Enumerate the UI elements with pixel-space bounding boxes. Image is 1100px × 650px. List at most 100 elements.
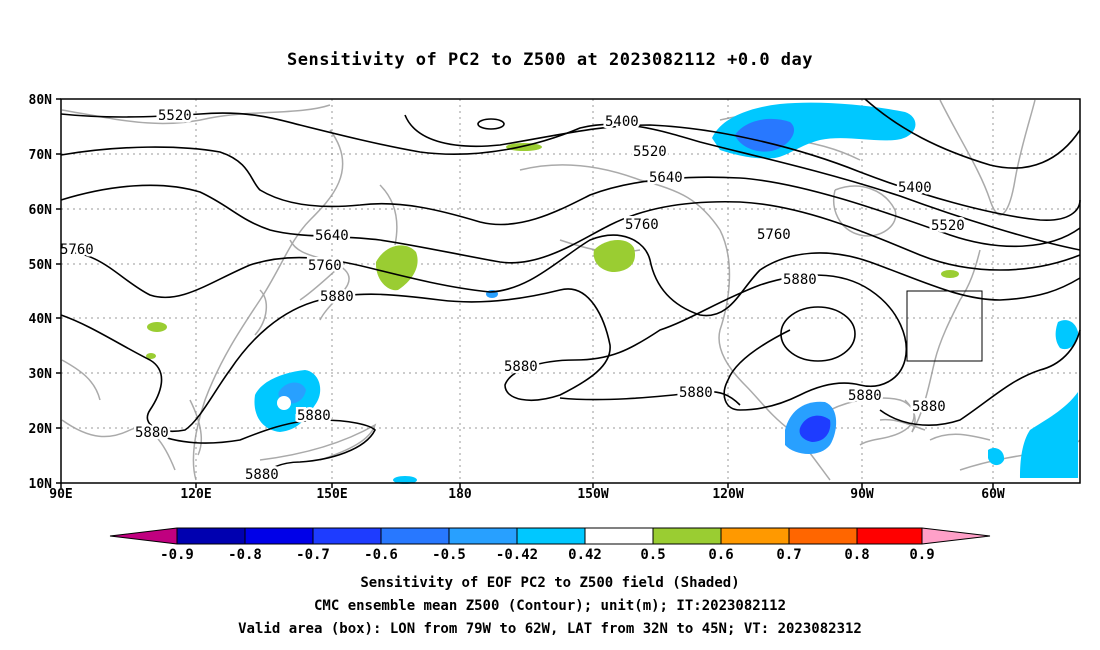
contour-label: 5880 [504,359,538,375]
contour-5880-high [780,306,856,362]
lat-label: 10N [29,477,53,492]
contour-labels: 5520 5400 5520 5640 5400 5520 5760 5640 … [58,106,968,486]
colorbar-swatch [177,528,245,544]
lon-label: 120W [712,487,743,502]
contour-label: 5520 [633,144,667,160]
contour-label: 5880 [783,272,817,288]
lat-label: 60N [29,203,53,218]
colorbar-label: 0.9 [909,547,934,563]
colorbar-swatch [585,528,653,544]
contour-label: 5520 [931,218,965,234]
caption-valid-area: Valid area (box): LON from 79W to 62W, L… [238,621,862,637]
colorbar-swatch [381,528,449,544]
colorbar-swatch [789,528,857,544]
contour-label: 5640 [649,170,683,186]
chart-title: Sensitivity of PC2 to Z500 at 2023082112… [286,50,813,70]
lat-label: 30N [29,367,53,382]
contour-label: 5880 [679,385,713,401]
contour-5520-low [60,146,1081,248]
colorbar-label: -0.7 [296,547,330,563]
contour-label: 5880 [135,425,169,441]
lat-label: 40N [29,312,53,327]
contour-5400 [404,114,1081,221]
contour-label: 5400 [898,180,932,196]
caption-shading: Sensitivity of EOF PC2 to Z500 field (Sh… [360,575,740,591]
lon-label: 90E [49,487,72,502]
lon-label: 150E [316,487,347,502]
contour-label: 5880 [320,289,354,305]
colorbar-swatch [313,528,381,544]
colorbar-labels: -0.9 -0.8 -0.7 -0.6 -0.5 -0.42 0.42 0.5 … [160,547,935,563]
shade-wpac-hole [277,396,291,410]
lon-label: 180 [448,487,472,502]
lon-label: 150W [577,487,608,502]
contour-label: 5760 [60,242,94,258]
sensitivity-shading [146,102,1078,484]
colorbar-label: 0.42 [568,547,602,563]
colorbar-swatch [721,528,789,544]
colorbar-low-arrow [110,528,177,544]
colorbar-swatch [449,528,517,544]
contour-5640 [60,184,1081,271]
tick-marks [56,98,994,488]
lon-label: 60W [981,487,1005,502]
coastlines [61,99,1081,481]
contour-5880-carib [879,329,1081,426]
contour-label: 5520 [158,108,192,124]
map-frame [60,98,1081,484]
latitude-labels: 80N 70N 60N 50N 40N 30N 20N 10N [29,93,53,492]
lon-label: 120E [180,487,211,502]
lat-label: 50N [29,258,53,273]
shade-china-green-small [146,353,156,359]
contour-5760 [60,234,1081,317]
colorbar [109,527,991,545]
longitude-labels: 90E 120E 150E 180 150W 120W 90W 60W [49,487,1005,502]
shade-atlantic-small [988,448,1005,466]
caption-contour: CMC ensemble mean Z500 (Contour); unit(m… [313,598,786,614]
colorbar-label: -0.8 [228,547,262,563]
colorbar-label: 0.6 [708,547,733,563]
lon-label: 90W [850,487,874,502]
shade-atlantic-south [1020,392,1078,478]
contour-label: 5760 [625,217,659,233]
contour-5880-south [149,419,376,481]
colorbar-label: -0.5 [432,547,466,563]
shade-mexico-inner [799,415,831,442]
shade-atlantic-west [1055,320,1078,350]
contour-label: 5880 [848,388,882,404]
colorbar-label: 0.5 [640,547,665,563]
colorbar-label: 0.7 [776,547,801,563]
colorbar-high-arrow [922,528,990,544]
colorbar-label: 0.8 [844,547,869,563]
shade-nwpac-green [375,245,418,291]
contour-5400-small [477,118,505,130]
colorbar-swatch [857,528,922,544]
lat-label: 80N [29,93,53,108]
contour-label: 5640 [315,228,349,244]
lat-label: 20N [29,422,53,437]
shade-arctic-core [735,118,795,152]
colorbar-swatch [245,528,313,544]
contour-label: 5880 [297,408,331,424]
z500-contours [60,98,1081,481]
colorbar-label: -0.9 [160,547,194,563]
colorbar-swatch [653,528,721,544]
colorbar-label: -0.6 [364,547,398,563]
contour-5880-pac [559,390,741,406]
contour-5520-top [60,112,1081,251]
contour-label: 5880 [912,399,946,415]
shade-south-blue [393,476,417,484]
contour-label: 5400 [605,114,639,130]
contour-5880-mid [60,274,907,433]
contour-label: 5880 [245,467,279,483]
lat-label: 70N [29,148,53,163]
contour-5400-east [864,98,1081,169]
colorbar-swatch [517,528,585,544]
contour-label: 5760 [757,227,791,243]
valid-area-box [906,290,983,362]
shade-newengland-green [941,270,959,278]
colorbar-label: -0.42 [496,547,538,563]
contour-label: 5760 [308,258,342,274]
shade-china-green [147,322,167,332]
